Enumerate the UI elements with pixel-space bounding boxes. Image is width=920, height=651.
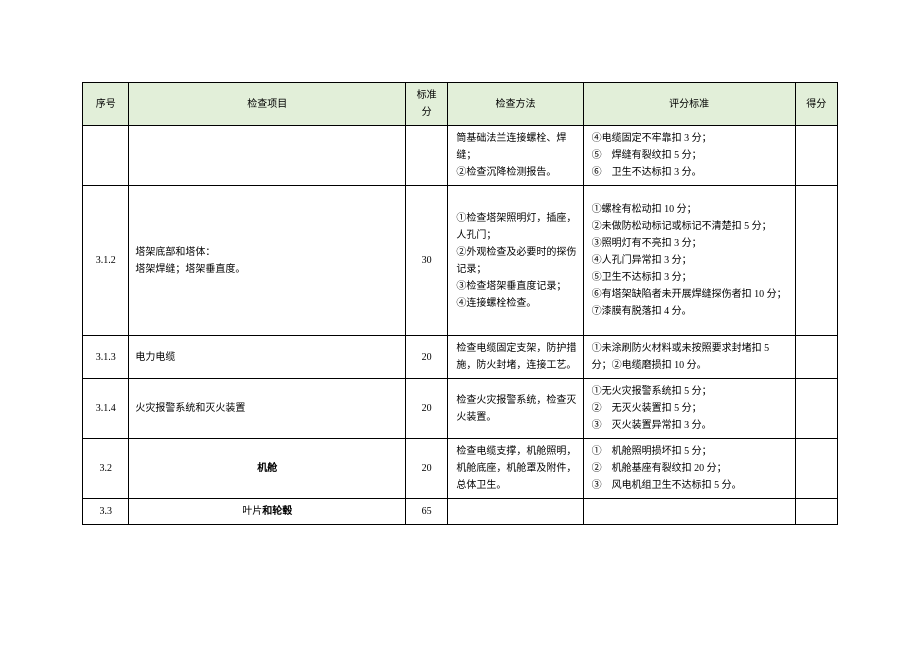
table-row: 3.1.2 塔架底部和塔体：塔架焊缝；塔架垂直度。 30 ①检查塔架照明灯，插座… [83, 186, 838, 336]
cell-criteria: ①螺栓有松动扣 10 分；②未做防松动标记或标记不清楚扣 5 分；③照明灯有不亮… [583, 186, 795, 336]
header-score: 标准分 [405, 83, 447, 126]
header-num: 序号 [83, 83, 129, 126]
cell-method: 检查电缆固定支架，防护措施，防火封堵，连接工艺。 [448, 336, 583, 379]
cell-criteria: ① 机舱照明损坏扣 5 分；② 机舱基座有裂纹扣 20 分；③ 风电机组卫生不达… [583, 439, 795, 499]
cell-criteria: ①未涂刷防火材料或未按照要求封堵扣 5 分；②电缆磨损扣 10 分。 [583, 336, 795, 379]
cell-method [448, 499, 583, 525]
cell-criteria: ①无火灾报警系统扣 5 分；② 无灭火装置扣 5 分；③ 灭火装置异常扣 3 分… [583, 379, 795, 439]
header-method: 检查方法 [448, 83, 583, 126]
cell-num: 3.3 [83, 499, 129, 525]
cell-criteria [583, 499, 795, 525]
cell-num: 3.2 [83, 439, 129, 499]
cell-num: 3.1.2 [83, 186, 129, 336]
cell-item: 塔架底部和塔体：塔架焊缝；塔架垂直度。 [129, 186, 406, 336]
cell-result [795, 336, 837, 379]
cell-criteria: ④电缆固定不牢靠扣 3 分；⑤ 焊缝有裂纹扣 5 分；⑥ 卫生不达标扣 3 分。 [583, 126, 795, 186]
cell-item: 火灾报警系统和灭火装置 [129, 379, 406, 439]
cell-num: 3.1.4 [83, 379, 129, 439]
cell-score: 65 [405, 499, 447, 525]
cell-score: 30 [405, 186, 447, 336]
cell-method: 检查电缆支撑，机舱照明，机舱底座，机舱罩及附件，总体卫生。 [448, 439, 583, 499]
cell-method: 筒基础法兰连接螺栓、焊缝；②检查沉降检测报告。 [448, 126, 583, 186]
inspection-table: 序号 检查项目 标准分 检查方法 评分标准 得分 筒基础法兰连接螺栓、焊缝；②检… [82, 82, 838, 525]
cell-result [795, 439, 837, 499]
table-row: 筒基础法兰连接螺栓、焊缝；②检查沉降检测报告。 ④电缆固定不牢靠扣 3 分；⑤ … [83, 126, 838, 186]
item-text-bold: 和轮毂 [262, 506, 292, 517]
table-header-row: 序号 检查项目 标准分 检查方法 评分标准 得分 [83, 83, 838, 126]
header-item: 检查项目 [129, 83, 406, 126]
table-body: 筒基础法兰连接螺栓、焊缝；②检查沉降检测报告。 ④电缆固定不牢靠扣 3 分；⑤ … [83, 126, 838, 525]
item-text-prefix: 叶片 [242, 506, 262, 517]
cell-result [795, 186, 837, 336]
cell-result [795, 379, 837, 439]
table-row: 3.1.4 火灾报警系统和灭火装置 20 检查火灾报警系统，检查灭火装置。 ①无… [83, 379, 838, 439]
cell-method: ①检查塔架照明灯，插座，人孔门；②外观检查及必要时的探伤记录；③检查塔架垂直度记… [448, 186, 583, 336]
cell-method: 检查火灾报警系统，检查灭火装置。 [448, 379, 583, 439]
cell-result [795, 126, 837, 186]
cell-score: 20 [405, 439, 447, 499]
header-result: 得分 [795, 83, 837, 126]
cell-num [83, 126, 129, 186]
cell-score: 20 [405, 379, 447, 439]
header-criteria: 评分标准 [583, 83, 795, 126]
cell-item: 电力电缆 [129, 336, 406, 379]
cell-score [405, 126, 447, 186]
table-row: 3.1.3 电力电缆 20 检查电缆固定支架，防护措施，防火封堵，连接工艺。 ①… [83, 336, 838, 379]
cell-item [129, 126, 406, 186]
table-row: 3.2 机舱 20 检查电缆支撑，机舱照明，机舱底座，机舱罩及附件，总体卫生。 … [83, 439, 838, 499]
cell-result [795, 499, 837, 525]
table-row: 3.3 叶片和轮毂 65 [83, 499, 838, 525]
cell-score: 20 [405, 336, 447, 379]
cell-item: 机舱 [129, 439, 406, 499]
cell-item: 叶片和轮毂 [129, 499, 406, 525]
cell-num: 3.1.3 [83, 336, 129, 379]
